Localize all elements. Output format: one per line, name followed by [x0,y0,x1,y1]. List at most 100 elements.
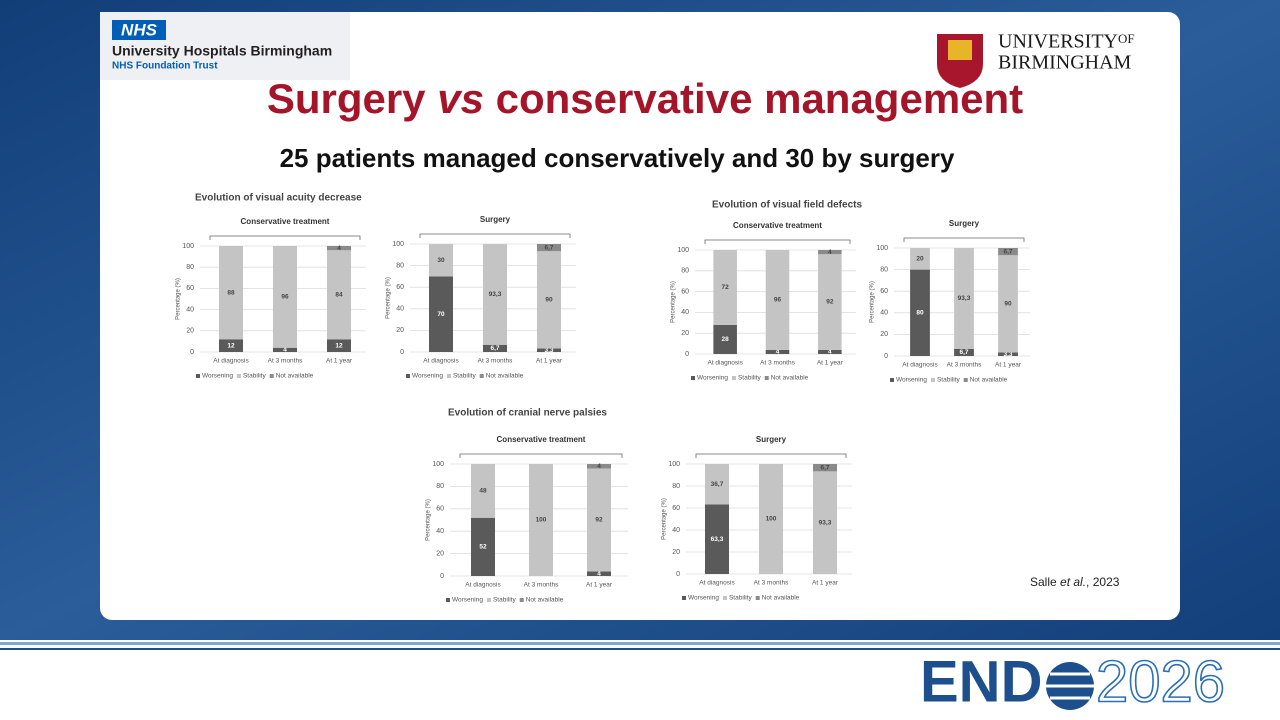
x-tick-label: At 1 year [812,580,839,587]
y-tick-label: 0 [400,349,404,356]
data-label: 4 [776,349,780,356]
bar-segment [429,276,453,352]
bar-segment [273,246,297,348]
bar-segment [910,248,930,270]
bar-segment [219,246,243,340]
data-label: 20 [916,256,924,263]
data-label: 52 [479,544,487,551]
legend-swatch [691,376,695,380]
x-tick-label: At 3 months [478,358,513,365]
bar-segment [537,251,561,349]
legend-label: Stability [493,597,517,604]
bar-segment [587,464,611,469]
x-tick-label: At diagnosis [902,362,938,369]
legend-swatch [963,378,968,382]
bar-segment [818,349,842,354]
x-tick-label: At diagnosis [423,358,459,365]
data-label: 4 [597,570,601,577]
bar-segment [998,255,1018,353]
data-label: 90 [545,297,553,304]
y-tick-label: 60 [681,288,689,295]
chart-title: Surgery [756,435,787,444]
title-bracket [459,453,623,458]
chart-title: Surgery [480,215,511,224]
legend-label: Not available [486,373,524,380]
bar-segment [759,464,783,574]
bar-segment [813,464,837,472]
section-title: Evolution of cranial nerve palsies [448,408,607,419]
y-tick-label: 40 [436,528,444,535]
slide-subtitle: 25 patients managed conservatively and 3… [280,143,955,173]
uob-name: UNIVERSITY [998,31,1118,53]
y-tick-label: 0 [676,571,680,578]
legend-label: Not available [276,373,314,380]
data-label: 3,3 [1003,351,1012,358]
legend-label: Not available [762,595,800,602]
slide-title: Surgery vs conservative management [267,75,1023,122]
slide [100,12,1180,620]
x-tick-label: At 3 months [754,580,789,587]
title-bracket [695,453,847,458]
y-tick-label: 80 [396,262,404,269]
chart-title: Conservative treatment [733,221,822,230]
y-tick-label: 20 [681,330,689,337]
section-title: Evolution of visual field defects [712,200,862,211]
legend-label: Stability [453,373,477,380]
legend-swatch [764,376,769,380]
data-label: 12 [335,342,343,349]
y-tick-label: 80 [681,268,689,275]
y-tick-label: 60 [672,505,680,512]
y-tick-label: 40 [672,527,680,534]
citation-part: et al. [1060,575,1086,589]
chart-title: Conservative treatment [497,435,586,444]
legend-label: Stability [738,375,762,382]
uob-of: OF [1118,31,1135,46]
trust-name: University Hospitals Birmingham [112,43,332,59]
brand-right: 2026 [1096,649,1225,714]
legend-label: Stability [243,373,267,380]
legend-swatch [486,598,491,602]
footer-line [0,642,1280,645]
y-axis-label: Percentage (%) [386,277,392,319]
bar-segment [483,244,507,345]
chart-title: Conservative treatment [241,217,330,226]
y-tick-label: 100 [668,461,680,468]
data-label: 4 [283,347,287,354]
bar-segment [818,254,842,350]
data-label: 6,7 [544,244,553,251]
legend-label: Worsening [896,377,927,384]
bar-segment [954,248,974,349]
x-tick-label: At diagnosis [213,358,249,365]
data-label: 96 [774,297,782,304]
x-tick-label: At 3 months [524,582,559,589]
bar-segment [219,339,243,352]
charts: Conservative treatment Percentage (%) 0 20 4… [176,215,1030,604]
y-axis-label: Percentage (%) [426,499,432,541]
title-part: conservative management [484,75,1023,122]
data-label: 90 [1004,301,1012,308]
bar-segment [713,324,737,354]
y-tick-label: 40 [186,306,194,313]
y-tick-label: 0 [884,353,888,360]
data-label: 63,3 [711,536,724,543]
uob-crest-detail [948,40,972,60]
y-tick-label: 20 [672,549,680,556]
nhs-text: NHS [121,20,158,39]
data-label: 92 [826,299,834,306]
x-tick-label: At 1 year [817,360,844,367]
x-tick-label: At 3 months [947,362,982,369]
bar-segment [471,517,495,576]
data-label: 4 [828,349,832,356]
trust-sub: NHS Foundation Trust [112,61,218,72]
data-label: 48 [479,488,487,495]
y-tick-label: 20 [396,327,404,334]
legend-label: Stability [729,595,753,602]
legend-swatch [406,374,410,378]
y-tick-label: 60 [436,506,444,513]
data-label: 6,7 [820,464,829,471]
data-label: 88 [227,289,235,296]
x-tick-label: At 1 year [326,358,353,365]
bar-segment [587,571,611,576]
bar-segment [954,348,974,356]
